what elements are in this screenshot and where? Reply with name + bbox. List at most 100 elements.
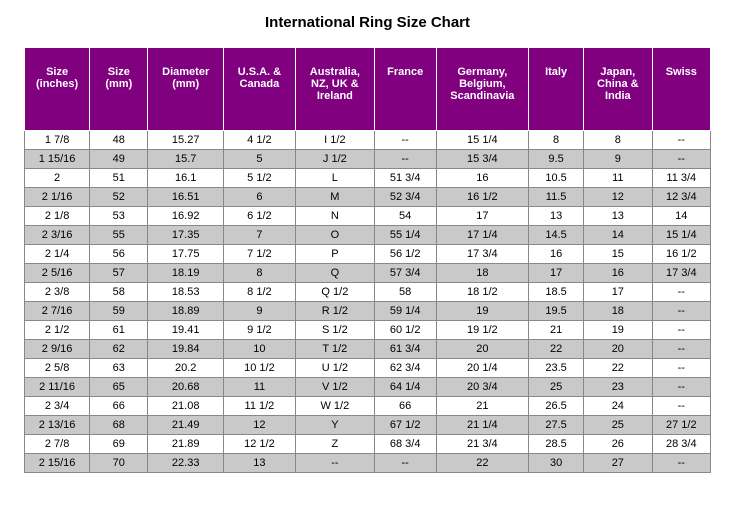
cell: 9.5 — [529, 150, 584, 169]
cell: 16 1/2 — [652, 245, 710, 264]
cell: R 1/2 — [295, 302, 374, 321]
cell: 8 1/2 — [223, 283, 295, 302]
cell: 20 — [584, 340, 653, 359]
cell: 2 1/4 — [25, 245, 90, 264]
cell: M — [295, 188, 374, 207]
cell: L — [295, 169, 374, 188]
cell: 49 — [90, 150, 148, 169]
cell: T 1/2 — [295, 340, 374, 359]
cell: -- — [652, 359, 710, 378]
cell: 22 — [584, 359, 653, 378]
table-row: 2 11/166520.6811V 1/264 1/420 3/42523-- — [25, 378, 711, 397]
cell: 19 1/2 — [436, 321, 529, 340]
table-row: 2 9/166219.8410T 1/261 3/4202220-- — [25, 340, 711, 359]
page-title: International Ring Size Chart — [24, 14, 711, 31]
table-row: 2 1/45617.757 1/2P56 1/217 3/4161516 1/2 — [25, 245, 711, 264]
cell: 21 1/4 — [436, 416, 529, 435]
cell: 11 — [584, 169, 653, 188]
cell: 19.41 — [148, 321, 223, 340]
cell: 2 3/16 — [25, 226, 90, 245]
cell: 2 15/16 — [25, 454, 90, 473]
table-row: 25116.15 1/2L51 3/41610.51111 3/4 — [25, 169, 711, 188]
cell: 51 — [90, 169, 148, 188]
cell: 12 3/4 — [652, 188, 710, 207]
cell: 2 3/8 — [25, 283, 90, 302]
cell: S 1/2 — [295, 321, 374, 340]
cell: 5 — [223, 150, 295, 169]
cell: 2 — [25, 169, 90, 188]
cell: 16 1/2 — [436, 188, 529, 207]
cell: 17 3/4 — [436, 245, 529, 264]
cell: 6 1/2 — [223, 207, 295, 226]
cell: 8 — [223, 264, 295, 283]
cell: 20 3/4 — [436, 378, 529, 397]
table-row: 1 7/84815.274 1/2I 1/2--15 1/488-- — [25, 131, 711, 150]
col-header-1: Size (mm) — [90, 48, 148, 131]
cell: 18.19 — [148, 264, 223, 283]
cell: 22 — [436, 454, 529, 473]
cell: 13 — [584, 207, 653, 226]
cell: J 1/2 — [295, 150, 374, 169]
cell: 28.5 — [529, 435, 584, 454]
cell: 69 — [90, 435, 148, 454]
cell: 2 7/8 — [25, 435, 90, 454]
cell: P — [295, 245, 374, 264]
cell: 9 1/2 — [223, 321, 295, 340]
cell: 8 — [529, 131, 584, 150]
col-header-9: Swiss — [652, 48, 710, 131]
cell: -- — [652, 283, 710, 302]
cell: 2 11/16 — [25, 378, 90, 397]
cell: 18 — [436, 264, 529, 283]
cell: 10.5 — [529, 169, 584, 188]
col-header-4: Australia, NZ, UK & Ireland — [295, 48, 374, 131]
cell: 15 3/4 — [436, 150, 529, 169]
cell: Q — [295, 264, 374, 283]
cell: 22.33 — [148, 454, 223, 473]
cell: 2 3/4 — [25, 397, 90, 416]
table-row: 2 3/46621.0811 1/2W 1/2662126.524-- — [25, 397, 711, 416]
cell: Y — [295, 416, 374, 435]
cell: 66 — [374, 397, 436, 416]
cell: 11 3/4 — [652, 169, 710, 188]
table-header-row: Size (inches)Size (mm)Diameter (mm)U.S.A… — [25, 48, 711, 131]
cell: -- — [652, 321, 710, 340]
cell: 51 3/4 — [374, 169, 436, 188]
cell: 68 — [90, 416, 148, 435]
cell: -- — [374, 150, 436, 169]
cell: 19 — [436, 302, 529, 321]
cell: O — [295, 226, 374, 245]
cell: I 1/2 — [295, 131, 374, 150]
cell: -- — [374, 131, 436, 150]
table-row: 2 13/166821.4912Y67 1/221 1/427.52527 1/… — [25, 416, 711, 435]
ring-size-table: Size (inches)Size (mm)Diameter (mm)U.S.A… — [24, 47, 711, 473]
cell: 55 1/4 — [374, 226, 436, 245]
cell: 54 — [374, 207, 436, 226]
cell: 13 — [529, 207, 584, 226]
cell: 68 3/4 — [374, 435, 436, 454]
cell: 20 — [436, 340, 529, 359]
cell: 22 — [529, 340, 584, 359]
cell: 10 — [223, 340, 295, 359]
cell: 15.7 — [148, 150, 223, 169]
cell: 18.89 — [148, 302, 223, 321]
cell: 20.2 — [148, 359, 223, 378]
cell: 17 — [529, 264, 584, 283]
cell: 12 1/2 — [223, 435, 295, 454]
cell: 9 — [223, 302, 295, 321]
cell: 16 — [584, 264, 653, 283]
cell: 21 3/4 — [436, 435, 529, 454]
col-header-5: France — [374, 48, 436, 131]
cell: 19 — [584, 321, 653, 340]
cell: U 1/2 — [295, 359, 374, 378]
cell: -- — [652, 340, 710, 359]
cell: 18.5 — [529, 283, 584, 302]
cell: 61 3/4 — [374, 340, 436, 359]
table-row: 2 3/85818.538 1/2Q 1/25818 1/218.517-- — [25, 283, 711, 302]
cell: -- — [652, 131, 710, 150]
cell: 62 — [90, 340, 148, 359]
table-row: 2 5/86320.210 1/2U 1/262 3/420 1/423.522… — [25, 359, 711, 378]
cell: 2 9/16 — [25, 340, 90, 359]
cell: 25 — [584, 416, 653, 435]
cell: 8 — [584, 131, 653, 150]
cell: Z — [295, 435, 374, 454]
